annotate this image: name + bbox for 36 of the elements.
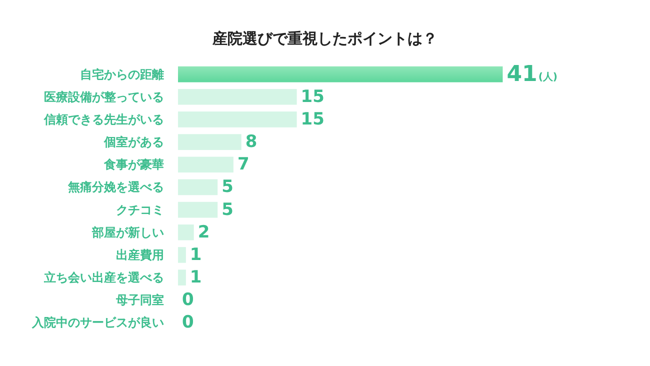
y-tick-label: 無痛分娩を選べる <box>67 180 164 194</box>
data-label: 15 <box>300 86 324 107</box>
bar <box>178 224 194 240</box>
y-tick-label: 部屋が新しい <box>91 225 164 240</box>
data-label: 0 <box>182 312 194 333</box>
y-tick-label: 個室がある <box>103 135 164 150</box>
bar <box>178 247 186 263</box>
data-label: 7 <box>237 154 250 175</box>
y-tick-label: 出産費用 <box>116 248 164 262</box>
y-tick-label: 信頼できる先生がいる <box>43 112 164 126</box>
data-label: 0 <box>182 290 194 310</box>
y-tick-label: 母子同室 <box>115 293 164 308</box>
data-label: 2 <box>198 222 210 242</box>
bar <box>178 156 234 173</box>
bar <box>178 270 186 286</box>
data-label: 15 <box>300 109 324 130</box>
data-label: 5 <box>222 200 234 220</box>
bar <box>178 179 218 196</box>
bar <box>178 134 242 150</box>
data-label: 8 <box>245 132 258 152</box>
bar <box>178 88 297 105</box>
y-tick-label: 食事が豪華 <box>103 158 164 172</box>
data-label: 41 <box>506 62 538 87</box>
y-tick-label: 立ち会い出産を選べる <box>43 270 164 285</box>
data-label: 5 <box>222 177 234 198</box>
text: (人) <box>538 70 558 83</box>
data-label: 1 <box>190 268 202 288</box>
bar <box>178 66 503 82</box>
y-tick-label: 自宅からの距離 <box>80 67 164 82</box>
y-tick-label: 医療設備が整っている <box>44 90 164 104</box>
bar <box>178 202 218 218</box>
y-tick-label: クチコミ <box>116 202 164 217</box>
y-tick-label: 入院中のサービスが良い <box>31 316 164 330</box>
bar <box>178 112 297 128</box>
chart-title: 産院選びで重視したポイントは？ <box>212 30 438 48</box>
data-label: 1 <box>190 244 202 265</box>
